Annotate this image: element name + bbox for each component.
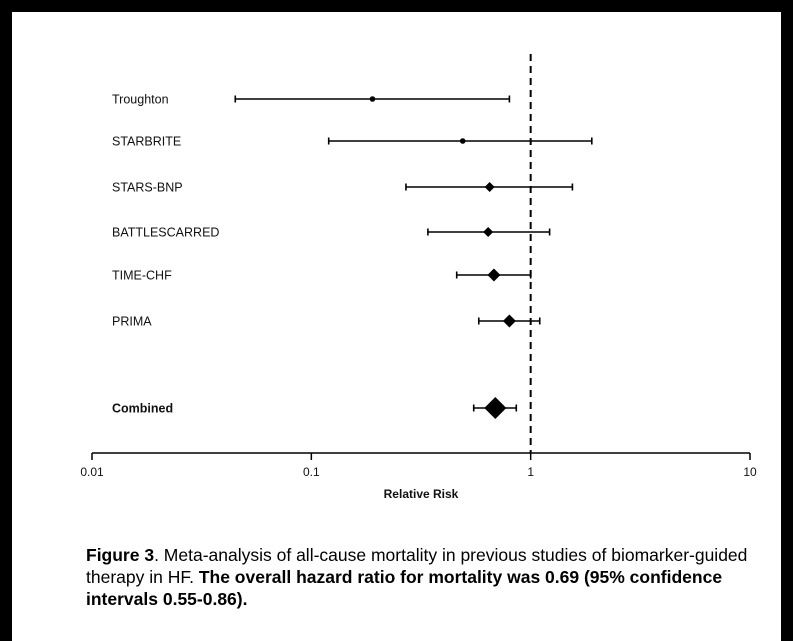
point-estimate xyxy=(487,268,501,282)
forest-plot: 0.01 0.1 1 10 Troughton STARBRITE STARS-BNP BA… xyxy=(80,54,757,501)
figure-label: Figure 3 xyxy=(86,545,155,565)
study-label: Troughton xyxy=(112,93,169,107)
caption-bold-text: The overall hazard ratio for mortality w… xyxy=(86,567,723,609)
point-estimate xyxy=(502,314,516,328)
caption-text: . Meta-analysis of all-cause mortality i… xyxy=(86,545,748,587)
x-tick-label: 0.1 xyxy=(303,465,320,479)
x-tick-label: 10 xyxy=(743,465,757,479)
x-axis-title: Relative Risk xyxy=(384,487,459,501)
point-estimate xyxy=(459,138,466,144)
x-tick-label: 0.01 xyxy=(80,465,104,479)
study-row: STARS-BNP xyxy=(112,181,574,195)
study-row: TIME-CHF xyxy=(112,268,532,283)
figure-caption: Figure 3. Meta-analysis of all-cause mor… xyxy=(86,544,766,610)
study-label: STARS-BNP xyxy=(112,181,183,195)
study-row: Troughton xyxy=(112,93,511,107)
study-row: Combined xyxy=(112,397,518,419)
point-estimate xyxy=(483,227,494,237)
point-estimate xyxy=(484,397,507,419)
point-estimate xyxy=(484,182,495,192)
study-rows: Troughton STARBRITE STARS-BNP BATTLESCARRED… xyxy=(112,93,593,419)
x-tick-label: 1 xyxy=(527,465,534,479)
study-row: STARBRITE xyxy=(112,135,593,149)
study-label: STARBRITE xyxy=(112,135,181,149)
study-label: TIME-CHF xyxy=(112,269,172,283)
study-label: BATTLESCARRED xyxy=(112,226,219,240)
study-row: PRIMA xyxy=(112,314,541,329)
study-label: PRIMA xyxy=(112,315,152,329)
study-label: Combined xyxy=(112,402,173,416)
point-estimate xyxy=(369,96,376,102)
x-axis-ticks: 0.01 0.1 1 10 xyxy=(80,453,757,479)
study-row: BATTLESCARRED xyxy=(112,226,551,240)
